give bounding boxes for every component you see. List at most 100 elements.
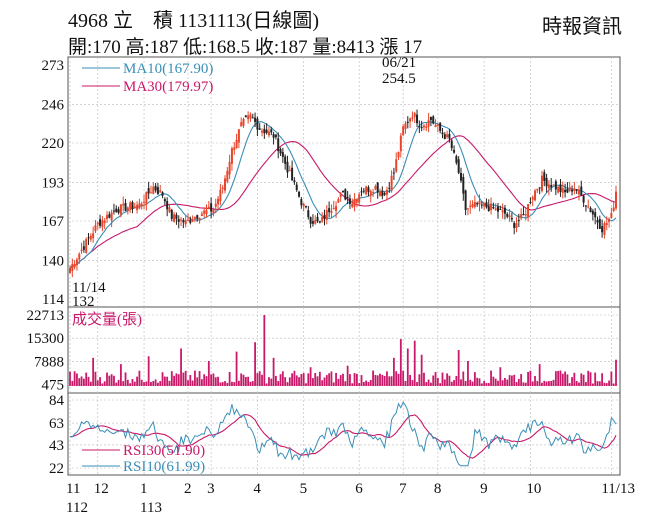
volume-bar	[413, 340, 416, 386]
candle-body	[156, 187, 159, 194]
candle-body	[568, 187, 571, 191]
volume-bar	[443, 379, 446, 386]
volume-bar	[335, 372, 337, 386]
candle-body	[207, 206, 210, 209]
volume-bar	[369, 379, 372, 386]
volume-bar	[510, 375, 513, 386]
rsi-tick-label: 22	[49, 461, 64, 477]
volume-bar	[460, 379, 462, 386]
volume-bar	[545, 381, 548, 386]
price-tick-label: 114	[42, 292, 64, 308]
candle-body	[499, 208, 502, 210]
grid-lines	[68, 57, 620, 475]
volume-bar	[374, 374, 377, 386]
volume-bar	[219, 382, 222, 386]
candle-body	[298, 191, 301, 197]
moving-average-lines	[69, 121, 617, 269]
candle-body	[119, 204, 122, 215]
candle-body	[559, 184, 562, 192]
volume-bar	[390, 376, 393, 386]
volume-bar	[231, 381, 233, 386]
volume-bar	[573, 372, 576, 386]
candle-body	[279, 149, 282, 154]
candle-body	[281, 151, 284, 157]
candle-body	[612, 207, 615, 212]
rsi-tick-label: 43	[49, 438, 64, 454]
candle-body	[145, 191, 148, 205]
volume-bar	[270, 378, 273, 386]
rsi30-legend: RSI30(51.90)	[123, 443, 205, 459]
candle-body	[547, 184, 550, 189]
candle-body	[494, 208, 497, 211]
volume-bar	[312, 378, 314, 386]
volume-bar	[462, 371, 465, 386]
candle-body	[295, 184, 298, 191]
volume-bar	[418, 374, 421, 386]
volume-bar	[212, 373, 215, 386]
candle-body	[432, 116, 435, 124]
candle-body	[594, 212, 597, 218]
volume-bar	[180, 348, 182, 386]
x-year-label: 112	[66, 500, 88, 516]
volume-bar	[464, 380, 467, 386]
volume-bar	[166, 376, 169, 386]
volume-bar	[492, 376, 495, 386]
volume-bar	[281, 371, 284, 386]
volume-bar	[469, 379, 472, 386]
volume-bar	[522, 382, 525, 386]
candle-body	[369, 191, 372, 196]
candle-body	[561, 187, 564, 193]
candle-body	[418, 126, 421, 128]
volume-bar	[244, 376, 247, 386]
volume-bar	[427, 379, 430, 386]
candle-body	[529, 201, 532, 203]
volume-bar	[293, 370, 296, 386]
volume-bar	[550, 380, 553, 386]
candle-body	[436, 124, 439, 126]
candle-body	[94, 225, 97, 232]
candle-body	[184, 220, 187, 225]
volume-tick-label: 22713	[27, 308, 65, 324]
candle-body	[126, 207, 129, 212]
volume-bar	[601, 373, 604, 386]
volume-bar	[110, 374, 113, 386]
volume-bar	[106, 372, 108, 386]
volume-bar	[425, 382, 428, 386]
candle-body	[392, 172, 395, 174]
volume-bar	[605, 383, 608, 386]
candle-body	[409, 118, 412, 122]
volume-bar	[272, 357, 275, 386]
x-year-label: 113	[140, 500, 162, 516]
candle-body	[274, 134, 277, 138]
volume-bar	[263, 315, 266, 386]
candle-body	[501, 210, 504, 213]
candle-body	[267, 131, 270, 136]
candle-body	[235, 139, 238, 149]
volume-bar	[585, 382, 587, 386]
candle-body	[304, 206, 307, 208]
volume-bar	[242, 374, 245, 386]
candle-body	[383, 193, 386, 195]
volume-panel-frame	[67, 306, 621, 394]
x-month-label: 3	[207, 481, 215, 497]
volume-bar	[557, 370, 560, 386]
volume-bar	[214, 377, 217, 386]
candle-body	[217, 198, 220, 205]
volume-bar	[228, 371, 231, 386]
candle-body	[404, 123, 407, 130]
volume-bar	[409, 374, 411, 386]
volume-bar	[395, 371, 398, 386]
volume-bar	[358, 383, 361, 386]
volume-bar	[189, 374, 192, 386]
x-month-label: 10	[526, 481, 541, 497]
volume-bar	[249, 381, 252, 386]
candle-body	[506, 213, 509, 217]
volume-bar	[261, 374, 263, 386]
candle-body	[531, 197, 534, 200]
candle-body	[429, 116, 432, 120]
candle-body	[596, 220, 599, 223]
volume-bar	[436, 377, 439, 386]
x-month-label: 11	[66, 481, 80, 497]
volume-bar	[527, 371, 529, 386]
